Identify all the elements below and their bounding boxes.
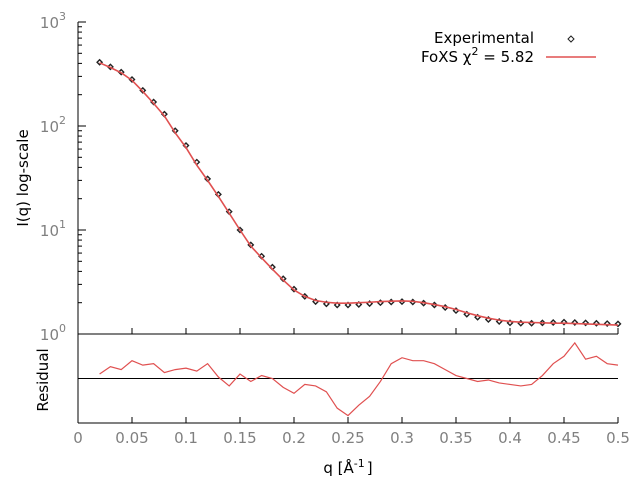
x-tick-label-2: 0.1 bbox=[174, 429, 198, 447]
y-tick-label-1: 101 bbox=[40, 218, 66, 240]
x-tick-label-9: 0.45 bbox=[547, 429, 580, 447]
x-axis-label: q [Å-1] bbox=[323, 457, 372, 477]
experimental-point bbox=[582, 319, 590, 327]
experimental-point bbox=[344, 301, 352, 309]
experimental-points bbox=[96, 58, 622, 328]
y-axis-label-residual: Residual bbox=[34, 348, 52, 411]
legend-label-experimental: Experimental bbox=[434, 29, 534, 47]
experimental-point bbox=[603, 320, 611, 328]
top-panel: 100 101 102 103 bbox=[40, 10, 622, 344]
x-tick-label-7: 0.35 bbox=[439, 429, 472, 447]
experimental-point bbox=[560, 318, 568, 326]
legend-label-foxs: FoXS χ2 = 5.82 bbox=[421, 45, 534, 66]
x-tick-label-0: 0 bbox=[73, 429, 83, 447]
x-tick-label-10: 0.5 bbox=[606, 429, 630, 447]
x-tick-label-5: 0.25 bbox=[331, 429, 364, 447]
experimental-point bbox=[614, 320, 622, 328]
residual-line bbox=[99, 341, 619, 417]
x-tick-label-6: 0.3 bbox=[390, 429, 414, 447]
x-tick-label-8: 0.4 bbox=[498, 429, 522, 447]
x-tick-label-1: 0.05 bbox=[115, 429, 148, 447]
y-tick-label-0: 100 bbox=[40, 322, 66, 344]
foxs-fit-line bbox=[99, 62, 619, 326]
experimental-point bbox=[571, 319, 579, 326]
legend: Experimental FoXS χ2 = 5.82 bbox=[421, 29, 596, 66]
x-tick-label-4: 0.2 bbox=[282, 429, 306, 447]
experimental-point bbox=[592, 319, 600, 327]
experimental-point bbox=[236, 226, 244, 234]
y-tick-label-2: 102 bbox=[40, 114, 66, 136]
experimental-point bbox=[96, 58, 104, 66]
x-tick-label-3: 0.15 bbox=[223, 429, 256, 447]
experimental-point bbox=[549, 319, 557, 326]
residual-panel bbox=[77, 334, 619, 424]
experimental-point bbox=[387, 298, 395, 306]
top-y-ticks: 100 101 102 103 bbox=[40, 10, 86, 344]
experimental-point bbox=[355, 301, 363, 309]
experimental-point bbox=[333, 301, 341, 309]
y-tick-label-3: 103 bbox=[40, 10, 66, 32]
legend-marker-experimental bbox=[567, 35, 575, 43]
y-axis-label-top: I(q) log-scale bbox=[14, 129, 32, 226]
x-ticks: 0 0.05 0.1 0.15 0.2 0.25 0.3 0.35 0.4 0.45 0.5 bbox=[73, 328, 630, 447]
